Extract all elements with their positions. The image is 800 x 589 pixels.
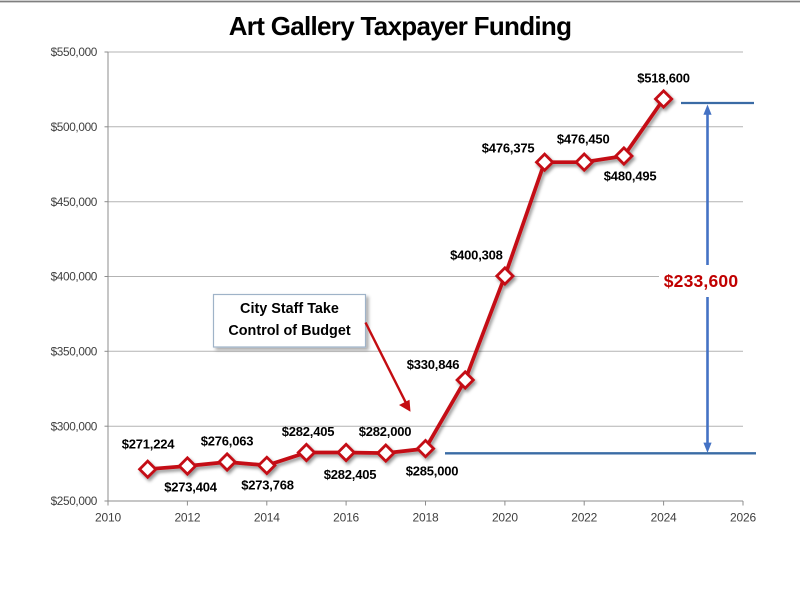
svg-text:City Staff Take: City Staff Take	[240, 301, 339, 317]
svg-text:$282,000: $282,000	[359, 424, 412, 439]
svg-text:2010: 2010	[95, 511, 121, 525]
svg-text:$273,768: $273,768	[241, 478, 294, 493]
svg-text:2024: 2024	[651, 511, 677, 525]
svg-text:$476,375: $476,375	[482, 141, 535, 156]
svg-text:$518,600: $518,600	[637, 70, 690, 85]
svg-text:$400,308: $400,308	[450, 248, 503, 263]
svg-text:2018: 2018	[413, 511, 439, 525]
svg-text:$350,000: $350,000	[51, 344, 98, 358]
svg-text:$500,000: $500,000	[51, 120, 98, 134]
svg-text:2022: 2022	[571, 511, 597, 525]
svg-text:2016: 2016	[333, 511, 359, 525]
svg-text:$271,224: $271,224	[122, 437, 176, 452]
svg-text:$276,063: $276,063	[201, 434, 254, 449]
svg-text:$250,000: $250,000	[51, 494, 98, 508]
svg-text:2012: 2012	[174, 511, 200, 525]
svg-text:$480,495: $480,495	[604, 168, 657, 183]
svg-text:$233,600: $233,600	[664, 271, 739, 291]
svg-text:$282,405: $282,405	[282, 424, 335, 439]
svg-text:$450,000: $450,000	[51, 195, 98, 209]
svg-text:Control of Budget: Control of Budget	[228, 323, 351, 339]
svg-text:$476,450: $476,450	[557, 132, 610, 147]
svg-text:2014: 2014	[254, 511, 280, 525]
svg-text:$285,000: $285,000	[406, 463, 459, 478]
svg-text:2020: 2020	[492, 511, 518, 525]
svg-text:$400,000: $400,000	[51, 270, 98, 284]
svg-text:$550,000: $550,000	[51, 45, 98, 59]
svg-text:Art Gallery Taxpayer Funding: Art Gallery Taxpayer Funding	[229, 11, 572, 41]
svg-text:$330,846: $330,846	[407, 357, 460, 372]
svg-text:$300,000: $300,000	[51, 419, 98, 433]
svg-text:2026: 2026	[730, 511, 756, 525]
svg-text:$282,405: $282,405	[324, 467, 377, 482]
svg-text:$273,404: $273,404	[164, 480, 218, 495]
